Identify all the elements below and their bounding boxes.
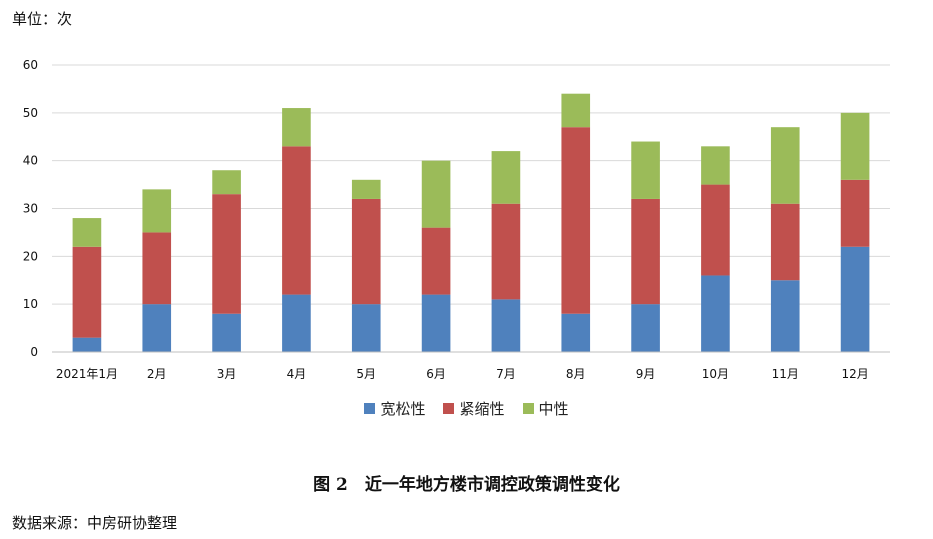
stacked-bar-chart: 0 10 20 30 40 50 60 2021年1月 2月 3月 4月 5月 6月 7月 8月 9月 10月… — [23, 58, 890, 381]
legend-item: 宽松性 — [364, 398, 425, 419]
x-tick-label: 9月 — [636, 367, 656, 381]
legend-swatch — [522, 403, 534, 414]
bar-segment — [701, 184, 730, 276]
legend-label: 中性 — [538, 400, 569, 418]
bar-segment — [421, 160, 451, 228]
legend-label: 宽松性 — [380, 400, 426, 418]
bar-segment — [421, 294, 451, 352]
unit-label: 单位：次 — [12, 10, 73, 28]
bar-segment — [491, 299, 521, 352]
bar-segment — [282, 294, 311, 352]
y-tick-label: 40 — [23, 154, 38, 168]
y-tick-label: 30 — [23, 202, 38, 216]
bar-segment — [840, 179, 870, 247]
bar-segment — [840, 246, 870, 352]
bar-segment — [631, 304, 660, 352]
x-tick-label: 4月 — [287, 367, 307, 381]
y-tick-label: 0 — [30, 345, 38, 359]
bar-segment — [561, 93, 591, 128]
bar-segment — [840, 112, 870, 180]
legend-item: 紧缩性 — [443, 398, 505, 419]
bar-segment — [421, 227, 451, 295]
bar-segment — [282, 108, 311, 147]
x-tick-label: 3月 — [217, 367, 237, 381]
x-tick-label: 11月 — [772, 367, 799, 381]
bar-segment — [212, 170, 241, 195]
bar-segment — [212, 313, 241, 352]
x-tick-label: 2月 — [147, 367, 167, 381]
legend: 宽松性 紧缩性 中性 — [0, 398, 933, 419]
y-tick-label: 50 — [23, 106, 38, 120]
bar-segment — [561, 313, 591, 352]
x-tick-label: 6月 — [426, 367, 446, 381]
y-axis-ticks: 0 10 20 30 40 50 60 — [23, 58, 38, 359]
bar-segment — [631, 141, 660, 199]
bar-segment — [701, 275, 730, 352]
y-tick-label: 10 — [23, 297, 38, 311]
x-tick-label: 12月 — [841, 367, 868, 381]
data-source: 数据来源：中房研协整理 — [12, 514, 178, 532]
figure-caption: 图 2 近一年地方楼市调控政策调性变化 — [313, 475, 620, 495]
bar-segment — [701, 146, 730, 185]
bar-segment — [351, 304, 381, 352]
bars — [72, 93, 870, 352]
y-tick-label: 60 — [23, 58, 38, 72]
bar-segment — [72, 218, 102, 247]
bar-segment — [72, 246, 102, 338]
bar-segment — [212, 194, 241, 314]
bar-segment — [142, 232, 172, 305]
bar-segment — [351, 179, 381, 199]
bar-segment — [282, 146, 311, 295]
bar-segment — [351, 198, 381, 305]
bar-segment — [72, 337, 102, 352]
legend-swatch — [443, 403, 455, 414]
bar-segment — [491, 151, 521, 204]
x-tick-label: 5月 — [356, 367, 376, 381]
bar-segment — [770, 127, 800, 204]
x-tick-label: 7月 — [496, 367, 516, 381]
bar-segment — [142, 304, 172, 352]
legend-swatch — [364, 403, 376, 414]
bar-segment — [491, 203, 521, 300]
legend-label: 紧缩性 — [459, 400, 505, 418]
x-tick-label: 8月 — [566, 367, 586, 381]
bar-segment — [631, 198, 660, 305]
x-tick-label: 2021年1月 — [56, 367, 118, 381]
legend-item: 中性 — [522, 398, 569, 419]
bar-segment — [561, 127, 591, 314]
bar-segment — [770, 203, 800, 281]
x-tick-label: 10月 — [702, 367, 729, 381]
gridlines — [52, 64, 890, 305]
x-axis-ticks: 2021年1月 2月 3月 4月 5月 6月 7月 8月 9月 10月 11月 12月 — [56, 367, 869, 381]
bar-segment — [142, 189, 172, 233]
y-tick-label: 20 — [23, 249, 38, 263]
bar-segment — [770, 280, 800, 352]
